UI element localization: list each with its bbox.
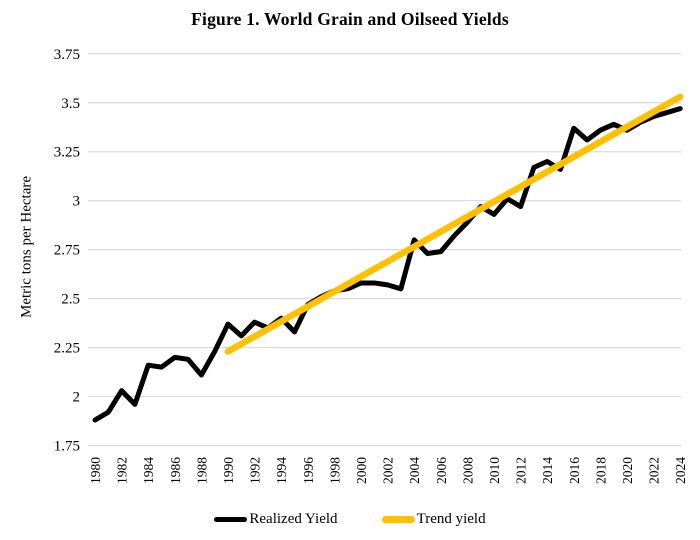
y-tick-label: 3.5 — [61, 96, 80, 112]
realized-yield-line-swatch — [214, 517, 248, 522]
x-tick-label: 2018 — [593, 457, 608, 484]
x-tick-label: 1990 — [221, 457, 236, 484]
y-tick-label: 1.75 — [54, 439, 80, 455]
y-tick-label: 2.5 — [61, 292, 80, 308]
x-tick-label: 2016 — [567, 457, 582, 484]
x-tick-label: 1994 — [274, 457, 289, 484]
x-tick-label: 2002 — [381, 457, 396, 484]
chart-title: Figure 1. World Grain and Oilseed Yields — [191, 9, 509, 29]
x-tick-label: 1998 — [327, 457, 342, 484]
x-tick-label: 2008 — [460, 457, 475, 484]
x-tick-label: 2006 — [434, 457, 449, 484]
x-tick-label: 2010 — [487, 457, 502, 484]
legend: Realized Yield Trend yield — [0, 511, 700, 528]
x-tick-label: 2022 — [647, 457, 662, 484]
x-tick-label: 1988 — [194, 457, 209, 484]
x-tick-label: 2012 — [514, 457, 529, 484]
x-tick-label: 1996 — [301, 457, 316, 484]
y-tick-label: 2 — [73, 390, 81, 406]
x-tick-label: 2024 — [673, 457, 688, 484]
x-tick-label: 1984 — [141, 457, 156, 484]
trend-yield-line-swatch — [381, 516, 415, 523]
y-tick-label: 3.75 — [54, 47, 80, 63]
y-tick-label: 2.25 — [54, 341, 80, 357]
legend-label-trend: Trend yield — [416, 511, 486, 527]
x-tick-label: 2004 — [407, 457, 422, 484]
realized-yield-line — [92, 106, 683, 423]
x-tick-label: 1992 — [248, 457, 263, 484]
x-tick-label: 1986 — [168, 457, 183, 484]
x-tick-label: 1982 — [115, 457, 130, 484]
y-tick-label: 3.25 — [54, 145, 80, 161]
legend-label-realized: Realized Yield — [249, 511, 338, 527]
y-tick-label: 2.75 — [54, 243, 80, 259]
x-tick-label: 2014 — [540, 457, 555, 484]
trend-yield-line — [224, 93, 684, 355]
y-axis-title: Metric tons per Hectare — [18, 175, 35, 319]
x-tick-label: 1980 — [88, 457, 103, 484]
legend-item-trend: Trend yield — [381, 511, 486, 528]
x-tick-label: 2020 — [620, 457, 635, 484]
legend-item-realized: Realized Yield — [214, 511, 338, 528]
y-tick-label: 3 — [73, 194, 81, 210]
x-tick-label: 2000 — [354, 457, 369, 484]
